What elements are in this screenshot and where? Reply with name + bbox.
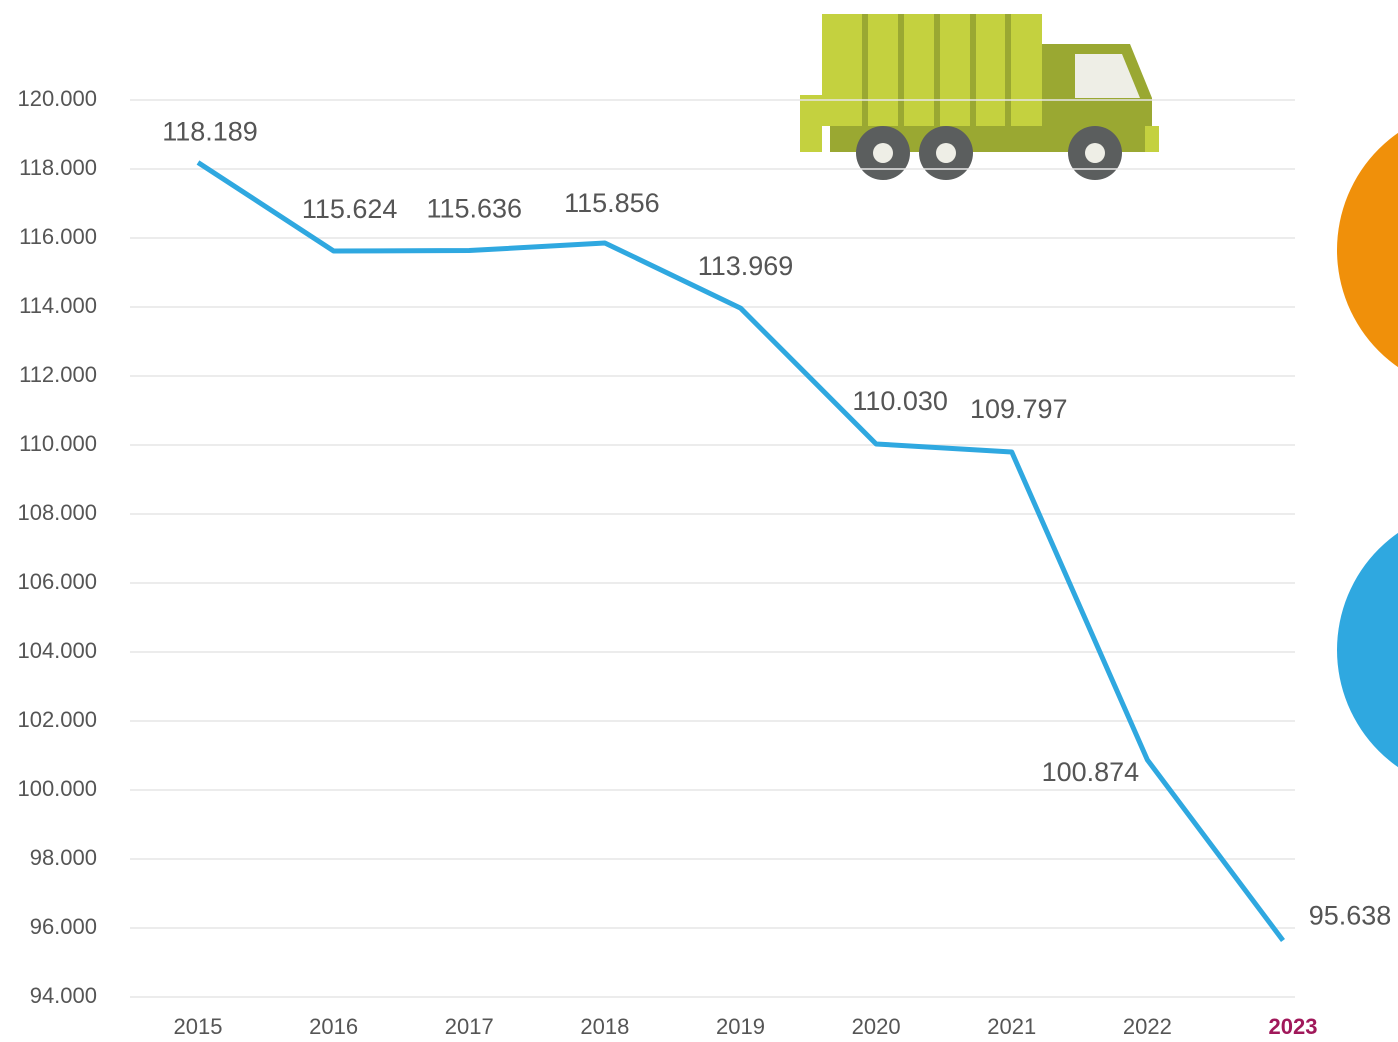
y-tick-label: 102.000 [17, 707, 97, 732]
data-label: 118.189 [162, 117, 258, 147]
y-tick-label: 94.000 [30, 983, 97, 1008]
x-tick-label: 2020 [852, 1014, 901, 1039]
y-tick-label: 112.000 [19, 362, 97, 387]
y-tick-label: 106.000 [17, 569, 97, 594]
x-tick-label: 2016 [309, 1014, 358, 1039]
y-tick-label: 114.000 [19, 293, 97, 318]
y-tick-label: 100.000 [17, 776, 97, 801]
x-tick-label: 2017 [445, 1014, 494, 1039]
data-label: 100.874 [1042, 757, 1140, 787]
data-label: 115.856 [564, 188, 660, 218]
data-label: 95.638 [1309, 901, 1392, 931]
x-tick-label: 2022 [1123, 1014, 1172, 1039]
x-tick-label: 2023 [1269, 1014, 1318, 1039]
data-label: 110.030 [852, 386, 948, 416]
truck-illustration [800, 14, 1159, 180]
x-tick-label: 2019 [716, 1014, 765, 1039]
y-tick-label: 120.000 [17, 86, 97, 111]
y-tick-label: 96.000 [30, 914, 97, 939]
data-label: 113.969 [698, 251, 794, 281]
data-label: 109.797 [970, 394, 1068, 424]
y-tick-label: 118.000 [19, 155, 97, 180]
x-tick-label: 2018 [580, 1014, 629, 1039]
y-tick-label: 104.000 [17, 638, 97, 663]
data-label: 115.636 [426, 194, 522, 224]
data-label: 115.624 [302, 194, 398, 224]
decor-circle [1337, 532, 1398, 768]
line [196, 160, 1285, 942]
x-tick-label: 2021 [987, 1014, 1036, 1039]
y-tick-label: 108.000 [17, 500, 97, 525]
y-tick-label: 116.000 [19, 224, 97, 249]
decor-circle [1337, 132, 1398, 368]
y-tick-label: 98.000 [30, 845, 97, 870]
x-tick-label: 2015 [174, 1014, 223, 1039]
y-tick-label: 110.000 [19, 431, 97, 456]
